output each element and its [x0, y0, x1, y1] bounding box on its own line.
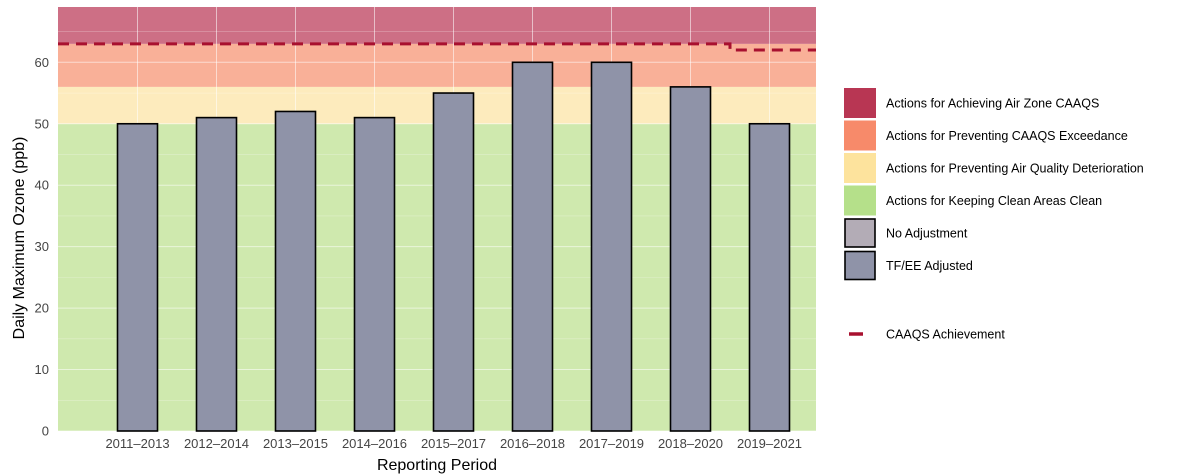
- legend-key-2: [844, 153, 876, 183]
- y-axis-ticks: 0 10 20 30 40 50 60: [35, 55, 49, 439]
- legend-key-4: [844, 218, 876, 248]
- x-tick-label: 2011–2013: [105, 436, 169, 451]
- bar-2: [274, 110, 317, 432]
- bar-5: [511, 61, 554, 432]
- bar-7: [669, 86, 712, 432]
- legend-label: Actions for Preventing CAAQS Exceedance: [886, 129, 1128, 143]
- legend-key-3: [844, 185, 876, 216]
- bar-6: [590, 61, 633, 432]
- legend: Actions for Achieving Air Zone CAAQS Acti…: [844, 88, 1144, 342]
- legend-label: Actions for Achieving Air Zone CAAQS: [886, 97, 1099, 111]
- x-axis-ticks: 2011–2013 2012–2014 2013–2015 2014–2016 2015…: [105, 436, 802, 451]
- x-tick-label: 2015–2017: [421, 436, 486, 451]
- caaqs-achievement-line: [58, 42, 816, 52]
- bar-8: [748, 122, 791, 432]
- x-tick-label: 2018–2020: [658, 436, 723, 451]
- y-tick-label: 40: [35, 178, 49, 193]
- x-axis-title: Reporting Period: [377, 457, 497, 474]
- y-axis-title: Daily Maximum Ozone (ppb): [11, 137, 28, 340]
- y-tick-label: 50: [35, 116, 49, 131]
- legend-key-5: [844, 250, 876, 281]
- x-tick-label: 2019–2021: [737, 436, 802, 451]
- y-tick-label: 0: [42, 424, 49, 439]
- x-tick-label: 2013–2015: [263, 436, 328, 451]
- legend-key-1: [844, 120, 876, 151]
- achievement-line-path: [58, 42, 816, 52]
- x-tick-label: 2016–2018: [500, 436, 565, 451]
- bar-1: [195, 116, 238, 432]
- band-2: [58, 43, 816, 87]
- bar-3: [353, 116, 396, 432]
- bar-4: [432, 92, 475, 432]
- x-tick-label: 2014–2016: [342, 436, 407, 451]
- legend-label: Actions for Keeping Clean Areas Clean: [886, 194, 1102, 208]
- y-tick-label: 20: [35, 301, 49, 316]
- legend-label: TF/EE Adjusted: [886, 259, 973, 273]
- legend-label: Actions for Preventing Air Quality Deter…: [886, 162, 1144, 176]
- y-tick-label: 10: [35, 362, 49, 377]
- bars: [116, 61, 791, 432]
- bar-0: [116, 122, 159, 432]
- x-tick-label: 2012–2014: [184, 436, 249, 451]
- legend-label: No Adjustment: [886, 227, 968, 241]
- y-tick-label: 60: [35, 55, 49, 70]
- band-3: [58, 7, 816, 44]
- x-tick-label: 2017–2019: [579, 436, 644, 451]
- y-tick-label: 30: [35, 239, 49, 254]
- legend-key-0: [844, 88, 876, 118]
- legend-label: CAAQS Achievement: [886, 328, 1005, 342]
